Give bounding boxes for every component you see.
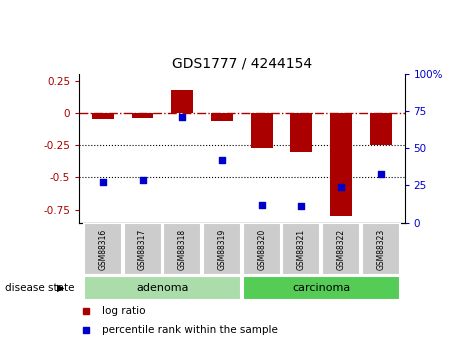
Bar — [251, 113, 272, 148]
Bar — [370, 113, 392, 145]
Bar — [84, 276, 241, 300]
Point — [258, 202, 266, 207]
Text: ▶: ▶ — [57, 283, 64, 293]
Bar — [203, 223, 241, 275]
Text: GSM88318: GSM88318 — [178, 229, 187, 270]
Bar — [282, 223, 320, 275]
Bar — [291, 113, 312, 151]
Point — [298, 204, 305, 209]
Point — [377, 171, 385, 176]
Bar — [84, 223, 122, 275]
Bar — [362, 223, 400, 275]
Point — [218, 157, 226, 163]
Bar — [211, 113, 233, 121]
Text: GSM88323: GSM88323 — [376, 229, 385, 270]
Text: log ratio: log ratio — [102, 306, 146, 316]
Bar — [132, 113, 153, 118]
Text: carcinoma: carcinoma — [292, 283, 350, 293]
Text: GSM88321: GSM88321 — [297, 229, 306, 270]
Bar — [92, 113, 114, 119]
Text: disease state: disease state — [5, 283, 74, 293]
Bar — [330, 113, 352, 216]
Text: adenoma: adenoma — [136, 283, 189, 293]
Text: GSM88316: GSM88316 — [99, 229, 107, 270]
Text: GSM88320: GSM88320 — [257, 229, 266, 270]
Point — [337, 184, 345, 190]
Point — [139, 177, 146, 182]
Text: GSM88319: GSM88319 — [218, 229, 226, 270]
Bar — [163, 223, 201, 275]
Point — [99, 180, 106, 185]
Point — [179, 115, 186, 120]
Bar — [322, 223, 360, 275]
Bar — [243, 276, 400, 300]
Bar — [243, 223, 281, 275]
Title: GDS1777 / 4244154: GDS1777 / 4244154 — [172, 56, 312, 70]
Bar — [171, 90, 193, 113]
Text: GSM88317: GSM88317 — [138, 229, 147, 270]
Text: GSM88322: GSM88322 — [337, 229, 345, 270]
Text: percentile rank within the sample: percentile rank within the sample — [102, 325, 278, 335]
Bar — [124, 223, 162, 275]
